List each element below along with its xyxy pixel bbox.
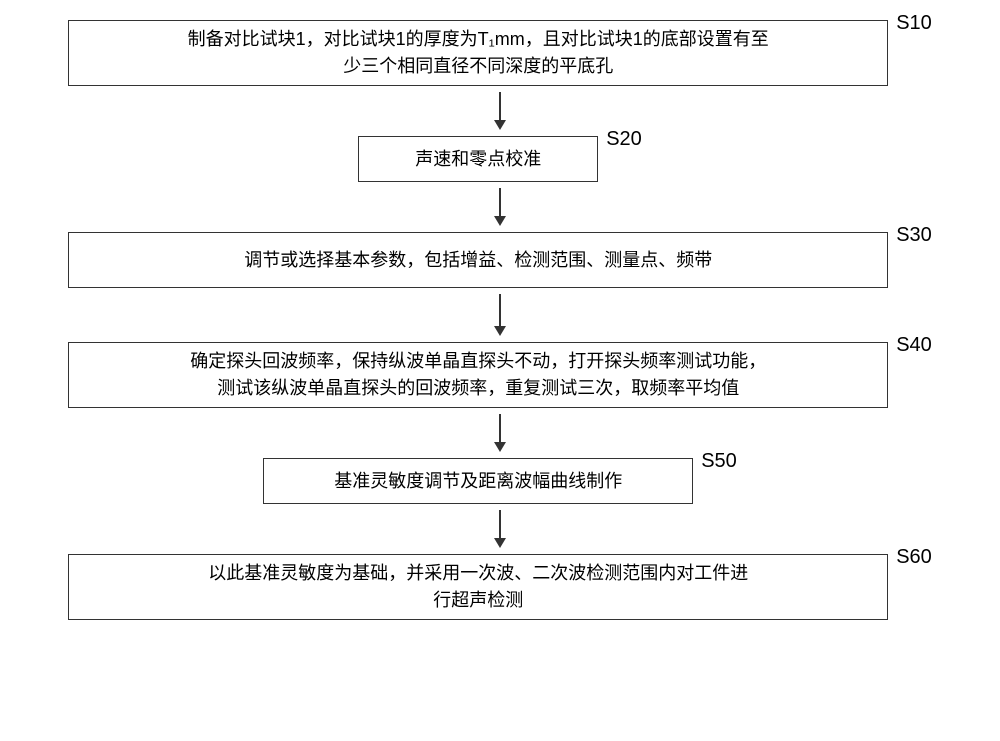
- step-label-s50: S50: [701, 450, 737, 473]
- step-box-s40: 确定探头回波频率，保持纵波单晶直探头不动，打开探头频率测试功能， 测试该纵波单晶…: [68, 342, 888, 408]
- arrow-head-icon: [494, 120, 506, 130]
- step-label-s60: S60: [896, 546, 932, 569]
- step-label-s30: S30: [896, 224, 932, 247]
- step-label-s10: S10: [896, 12, 932, 35]
- step-box-s30: 调节或选择基本参数，包括增益、检测范围、测量点、频带: [68, 232, 888, 288]
- step-text-s40-line1: 确定探头回波频率，保持纵波单晶直探头不动，打开探头频率测试功能，: [190, 351, 766, 371]
- step-text-s60-line2: 行超声检测: [433, 590, 523, 610]
- step-box-s10: 制备对比试块1，对比试块1的厚度为T₁mm，且对比试块1的底部设置有至 少三个相…: [68, 20, 888, 86]
- step-row-s60: 以此基准灵敏度为基础，并采用一次波、二次波检测范围内对工件进 行超声检测 S60: [30, 554, 970, 620]
- arrow-head-icon: [494, 216, 506, 226]
- arrow-head-icon: [494, 442, 506, 452]
- arrow-line: [499, 414, 501, 442]
- arrow-line: [499, 510, 501, 538]
- step-row-s10: 制备对比试块1，对比试块1的厚度为T₁mm，且对比试块1的底部设置有至 少三个相…: [30, 20, 970, 86]
- step-label-s20: S20: [606, 128, 642, 151]
- step-box-s60: 以此基准灵敏度为基础，并采用一次波、二次波检测范围内对工件进 行超声检测: [68, 554, 888, 620]
- arrow-s40-s50: [494, 414, 506, 452]
- step-row-s30: 调节或选择基本参数，包括增益、检测范围、测量点、频带 S30: [30, 232, 970, 288]
- arrow-head-icon: [494, 326, 506, 336]
- step-box-s20: 声速和零点校准: [358, 136, 598, 182]
- step-text-s40-line2: 测试该纵波单晶直探头的回波频率，重复测试三次，取频率平均值: [217, 378, 739, 398]
- step-text-s30: 调节或选择基本参数，包括增益、检测范围、测量点、频带: [244, 247, 712, 274]
- step-row-s40: 确定探头回波频率，保持纵波单晶直探头不动，打开探头频率测试功能， 测试该纵波单晶…: [30, 342, 970, 408]
- arrow-line: [499, 92, 501, 120]
- step-row-s50: 基准灵敏度调节及距离波幅曲线制作 S50: [30, 458, 970, 504]
- arrow-s20-s30: [494, 188, 506, 226]
- step-row-s20: 声速和零点校准 S20: [30, 136, 970, 182]
- arrow-s50-s60: [494, 510, 506, 548]
- step-text-s60-line1: 以此基准灵敏度为基础，并采用一次波、二次波检测范围内对工件进: [208, 563, 748, 583]
- step-text-s10-line2: 少三个相同直径不同深度的平底孔: [343, 56, 613, 76]
- step-text-s10-line1: 制备对比试块1，对比试块1的厚度为T₁mm，且对比试块1的底部设置有至: [188, 29, 769, 49]
- arrow-s10-s20: [494, 92, 506, 130]
- arrow-line: [499, 188, 501, 216]
- flowchart-container: 制备对比试块1，对比试块1的厚度为T₁mm，且对比试块1的底部设置有至 少三个相…: [30, 20, 970, 620]
- step-box-s50: 基准灵敏度调节及距离波幅曲线制作: [263, 458, 693, 504]
- step-text-s50: 基准灵敏度调节及距离波幅曲线制作: [334, 468, 622, 495]
- arrow-line: [499, 294, 501, 326]
- step-label-s40: S40: [896, 334, 932, 357]
- arrow-head-icon: [494, 538, 506, 548]
- step-text-s20: 声速和零点校准: [415, 146, 541, 173]
- arrow-s30-s40: [494, 294, 506, 336]
